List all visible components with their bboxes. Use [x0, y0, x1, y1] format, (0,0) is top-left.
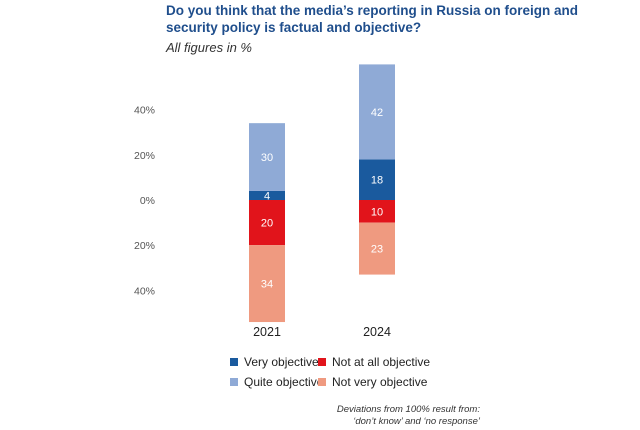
bar-value-label: 34 — [261, 279, 273, 291]
bar-value-label: 10 — [371, 206, 383, 218]
bar-value-label: 30 — [261, 152, 273, 164]
legend-label: Not very objective — [332, 375, 428, 389]
y-tick-label: 40% — [134, 105, 155, 117]
bar-segment — [249, 245, 285, 323]
bar-segment — [249, 200, 285, 246]
bar-segment — [359, 159, 395, 200]
legend-item: Not at all objective — [318, 355, 430, 369]
legend-swatch — [318, 378, 326, 386]
legend-label: Not at all objective — [332, 355, 431, 369]
y-tick-label: 20% — [134, 150, 155, 162]
bar-segment — [359, 64, 395, 160]
legend-label: Very objective — [244, 355, 319, 369]
bar-value-label: 42 — [371, 107, 383, 119]
bar-segment — [249, 190, 285, 200]
legend-swatch — [318, 358, 326, 366]
footnote: Deviations from 100% result from: ‘don’t… — [337, 404, 480, 428]
legend-item: Not very objective — [318, 375, 427, 389]
x-category-label: 2024 — [363, 325, 391, 339]
y-tick-label: 20% — [134, 240, 155, 252]
legend-item: Quite objective — [230, 375, 323, 389]
bar-value-label: 23 — [371, 244, 383, 256]
footnote-line-1: Deviations from 100% result from: — [336, 404, 480, 415]
legend-swatch — [230, 378, 238, 386]
chart-subtitle: All figures in % — [166, 40, 252, 55]
bar-segment — [359, 222, 395, 275]
bar-value-label: 18 — [371, 175, 383, 187]
footnote-line-2: ‘don’t know’ and ‘no response’ — [353, 416, 480, 427]
legend-item: Very objective — [230, 355, 319, 369]
stacked-bar-chart: 40% 20% 0% 20% 40% 4 30 20 34 2021 18 42 10 23 2024 — [134, 64, 395, 339]
y-tick-label: 40% — [134, 285, 155, 297]
bar-value-label: 20 — [261, 218, 273, 230]
bar-segment — [249, 123, 285, 191]
x-category-label: 2021 — [253, 325, 281, 339]
chart-title: Do you think that the media’s reporting … — [166, 3, 579, 35]
y-tick-label: 0% — [140, 195, 155, 207]
bar-segment — [359, 200, 395, 223]
bar-value-label: 4 — [264, 190, 270, 202]
legend-swatch — [230, 358, 238, 366]
legend-label: Quite objective — [244, 375, 324, 389]
